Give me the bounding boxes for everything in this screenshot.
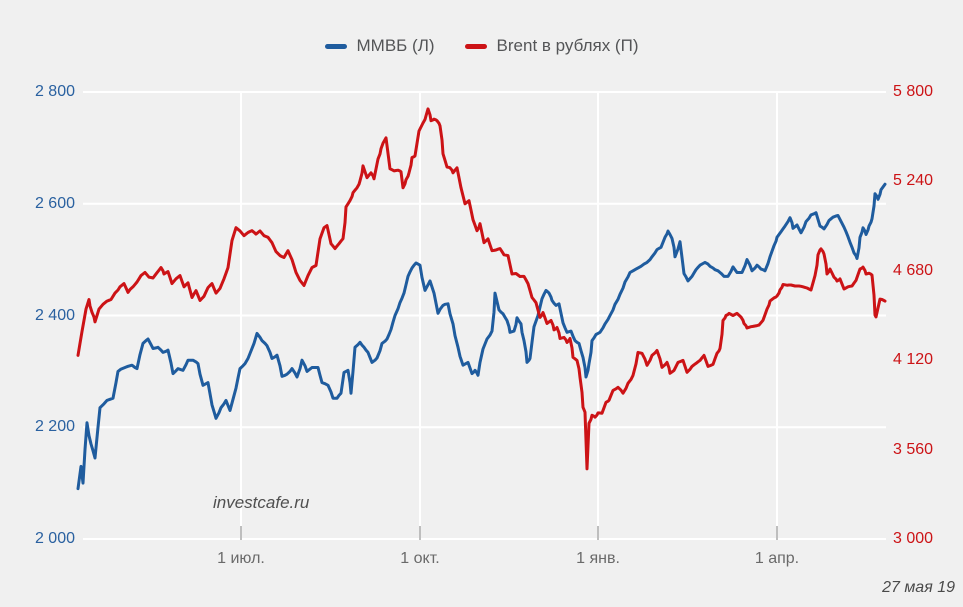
right-axis-tick-label: 5 240 — [893, 172, 934, 190]
left-axis-tick-label: 2 800 — [34, 83, 75, 100]
legend: ММВБ (Л) Brent в рублях (П) — [0, 34, 963, 58]
left-axis-tick-label: 2 600 — [34, 194, 75, 212]
legend-item-mmvb: ММВБ (Л) — [324, 36, 435, 56]
left-axis-tick-label: 2 000 — [34, 530, 75, 547]
right-axis-tick-label: 5 800 — [893, 83, 934, 100]
right-axis-tick-label: 3 000 — [893, 530, 934, 547]
x-axis-tick-label: 1 янв. — [576, 550, 620, 567]
x-axis-tick-label: 1 окт. — [400, 550, 440, 567]
right-axis-tick-label: 4 680 — [893, 261, 934, 279]
brent-series-line — [76, 107, 887, 471]
x-axis-tick-label: 1 июл. — [217, 550, 265, 567]
left-axis-tick-label: 2 200 — [34, 418, 75, 436]
right-axis-tick-label: 4 120 — [893, 351, 934, 369]
mmvb-series-line — [76, 182, 887, 491]
mmvb-series-swatch-icon — [324, 43, 347, 49]
legend-item-brent: Brent в рублях (П) — [464, 36, 639, 56]
x-axis-tick-label: 1 апр. — [754, 550, 800, 567]
right-axis-tick-label: 3 560 — [893, 440, 934, 458]
brent-legend-label: Brent в рублях (П) — [496, 36, 639, 55]
mmvb-legend-label: ММВБ (Л) — [356, 36, 435, 55]
date-label: 27 мая 19 — [882, 579, 955, 596]
watermark: investcafe.ru — [213, 493, 310, 512]
brent-series-swatch-icon — [464, 43, 487, 49]
left-axis-tick-label: 2 400 — [34, 306, 75, 324]
